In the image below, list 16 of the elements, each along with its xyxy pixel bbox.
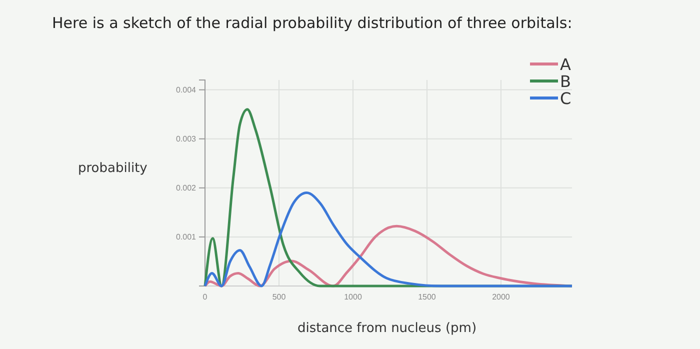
- x-tick-label: 500: [272, 292, 286, 302]
- line-series: [204, 192, 574, 288]
- y-tick-label: 0.003: [176, 134, 197, 144]
- chart-title: Here is a sketch of the radial probability distribution of three orbitals:: [52, 14, 572, 32]
- y-tick-label: 0.002: [176, 183, 197, 192]
- y-tick-label: 0.001: [176, 232, 197, 242]
- legend-label: A: [560, 55, 571, 74]
- legend-label: C: [560, 89, 572, 108]
- x-tick-label: 0: [202, 292, 208, 302]
- y-axis-title: probability: [78, 161, 148, 176]
- x-tick-label: 1000: [344, 292, 362, 302]
- y-tick-label: 0.004: [176, 85, 197, 94]
- x-tick-label: 2000: [492, 292, 510, 302]
- legend-label: B: [560, 72, 571, 91]
- x-axis-title: distance from nucleus (pm): [297, 321, 477, 336]
- x-tick-label: 1500: [418, 292, 436, 302]
